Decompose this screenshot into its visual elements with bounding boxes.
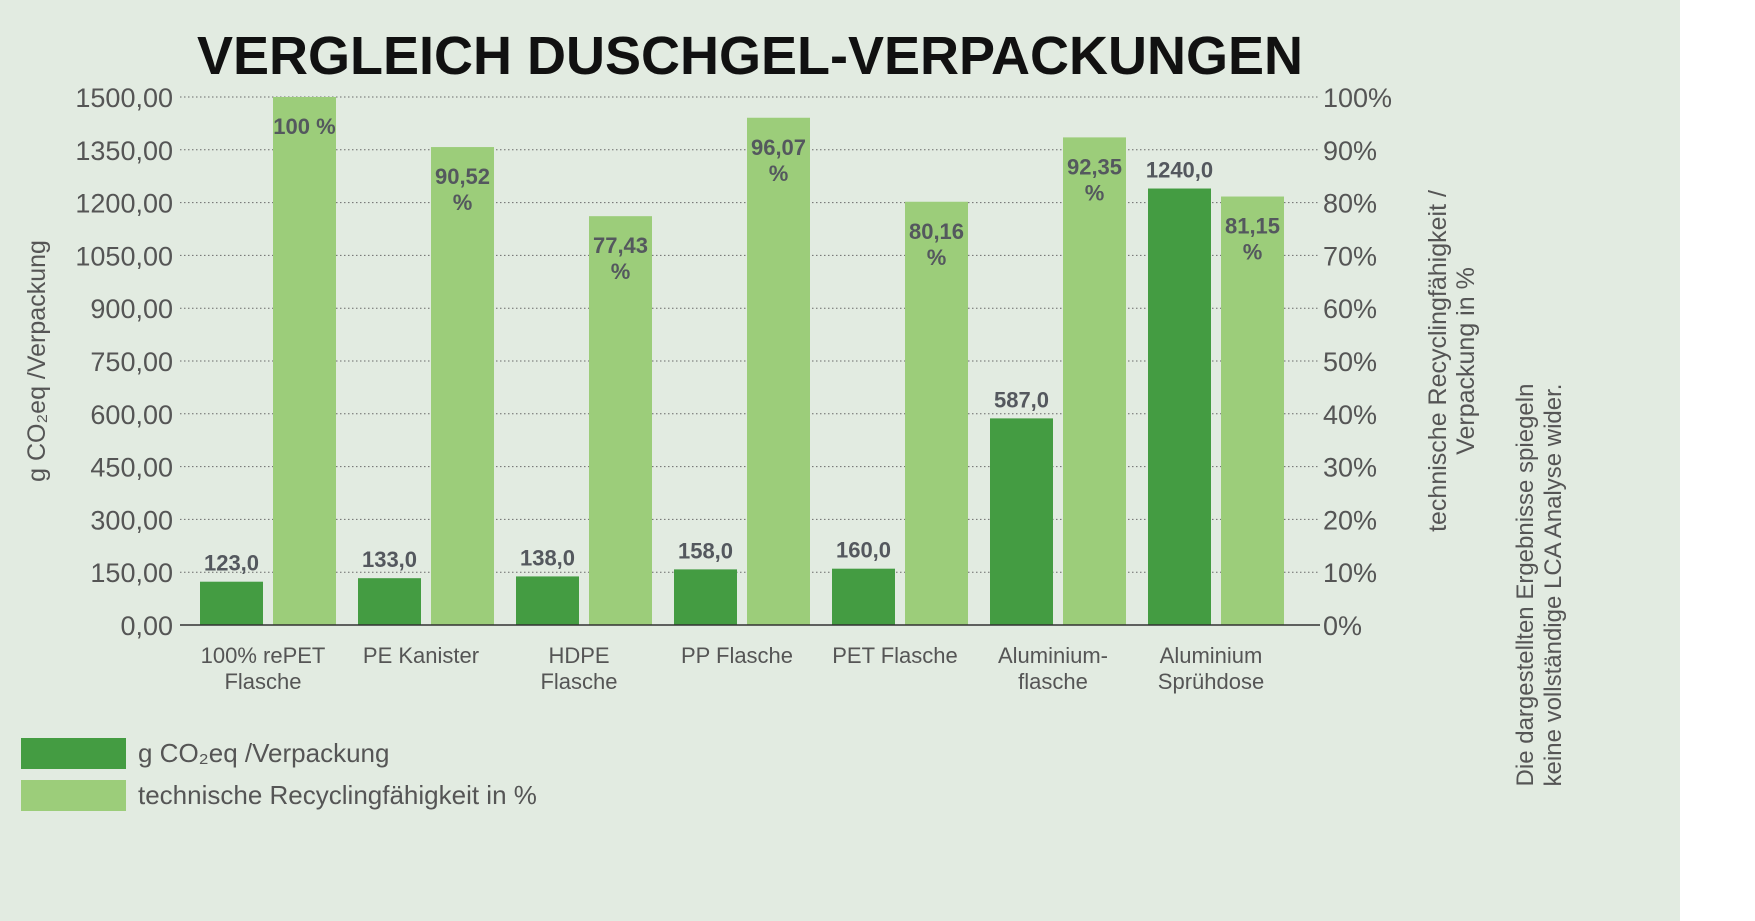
data-label-recycling: 92,35	[1067, 154, 1122, 179]
legend: g CO₂eq /Verpackung technische Recyclingf…	[21, 738, 537, 811]
data-label-recycling: 90,52	[435, 164, 490, 189]
y-tick-label-left: 1350,00	[75, 136, 173, 166]
data-label-recycling: 100 %	[273, 114, 335, 139]
data-label-recycling: 81,15	[1225, 214, 1280, 239]
bar-recycling	[589, 216, 652, 625]
y-tick-label-left: 300,00	[90, 505, 173, 535]
y-tick-label-right: 10%	[1323, 558, 1377, 588]
x-category-label: PET Flasche	[832, 643, 958, 668]
bars	[200, 97, 1284, 626]
data-label-co2: 138,0	[520, 545, 575, 570]
bar-recycling	[905, 201, 968, 626]
y-tick-label-left: 750,00	[90, 347, 173, 377]
bar-co2	[358, 578, 421, 625]
data-label-recycling: %	[769, 161, 789, 186]
axes: 0,00 0% 150,00 10% 300,00 20% 450,00 30% 600,00 4…	[23, 83, 1480, 694]
x-category-label: Sprühdose	[1158, 669, 1264, 694]
y-tick-label-left: 900,00	[90, 294, 173, 324]
data-label-co2: 123,0	[204, 551, 259, 576]
data-label-recycling: %	[611, 259, 631, 284]
y-tick-label-left: 1050,00	[75, 241, 173, 271]
y-tick-label-right: 60%	[1323, 294, 1377, 324]
data-label-co2: 1240,0	[1146, 158, 1213, 183]
y-tick-label-right: 0%	[1323, 611, 1362, 641]
y-tick-label-left: 600,00	[90, 400, 173, 430]
bar-recycling	[273, 97, 336, 625]
legend-swatch	[21, 738, 126, 769]
x-category-label: Aluminium-	[998, 643, 1108, 668]
data-label-recycling: %	[453, 190, 473, 215]
data-label-recycling: 80,16	[909, 219, 964, 244]
y-axis-label-left: g CO₂eq /Verpackung	[23, 240, 51, 482]
y-tick-label-right: 70%	[1323, 241, 1377, 271]
data-label-recycling: 77,43	[593, 233, 648, 258]
data-label-co2: 587,0	[994, 387, 1049, 412]
legend-swatch	[21, 780, 126, 811]
y-tick-label-right: 90%	[1323, 136, 1377, 166]
x-category-label: Flasche	[224, 669, 301, 694]
side-note-line: Die dargestellten Ergebnisse spiegeln	[1512, 384, 1539, 787]
bar-co2	[1148, 188, 1211, 625]
bar-recycling	[431, 147, 494, 626]
bar-recycling	[747, 117, 810, 625]
x-category-label: HDPE	[548, 643, 609, 668]
bar-co2	[516, 576, 579, 625]
side-note: Die dargestellten Ergebnisse spiegeln kei…	[1512, 384, 1567, 787]
legend-label: g CO₂eq /Verpackung	[138, 738, 389, 768]
data-label-recycling: 96,07	[751, 135, 806, 160]
y-axis-label-right: Verpackung in %	[1452, 267, 1480, 455]
y-axis-label-right: technische Recyclingfähigkeit /	[1424, 190, 1452, 532]
x-category-label: 100% rePET	[201, 643, 326, 668]
chart-title: VERGLEICH DUSCHGEL-VERPACKUNGEN	[197, 26, 1303, 86]
data-labels: 123,0 100 % 133,0 90,52% 138,0 77,43% 158,0 96,…	[204, 114, 1280, 576]
y-tick-label-left: 1500,00	[75, 83, 173, 113]
data-label-co2: 158,0	[678, 538, 733, 563]
side-note-line: keine vollständige LCA Analyse wider.	[1540, 384, 1567, 787]
y-tick-label-left: 0,00	[120, 611, 173, 641]
bar-recycling	[1063, 137, 1126, 625]
bar-recycling	[1221, 196, 1284, 625]
y-tick-label-right: 50%	[1323, 347, 1377, 377]
bar-co2	[990, 418, 1053, 625]
data-label-recycling: %	[1085, 180, 1105, 205]
y-tick-label-left: 150,00	[90, 558, 173, 588]
x-category-label: PP Flasche	[681, 643, 793, 668]
y-tick-label-right: 30%	[1323, 453, 1377, 483]
y-tick-label-right: 20%	[1323, 505, 1377, 535]
bar-co2	[674, 569, 737, 625]
y-tick-label-right: 100%	[1323, 83, 1392, 113]
x-category-label: PE Kanister	[363, 643, 479, 668]
data-label-co2: 160,0	[836, 538, 891, 563]
y-tick-label-left: 450,00	[90, 453, 173, 483]
x-category-label: flasche	[1018, 669, 1088, 694]
y-tick-label-right: 40%	[1323, 400, 1377, 430]
y-tick-label-right: 80%	[1323, 189, 1377, 219]
x-category-label: Aluminium	[1160, 643, 1263, 668]
bar-co2	[200, 581, 263, 625]
data-label-recycling: %	[927, 245, 947, 270]
bar-co2	[832, 568, 895, 625]
y-tick-label-left: 1200,00	[75, 189, 173, 219]
data-label-co2: 133,0	[362, 547, 417, 572]
data-label-recycling: %	[1243, 240, 1263, 265]
legend-label: technische Recyclingfähigkeit in %	[138, 780, 537, 810]
x-category-label: Flasche	[540, 669, 617, 694]
